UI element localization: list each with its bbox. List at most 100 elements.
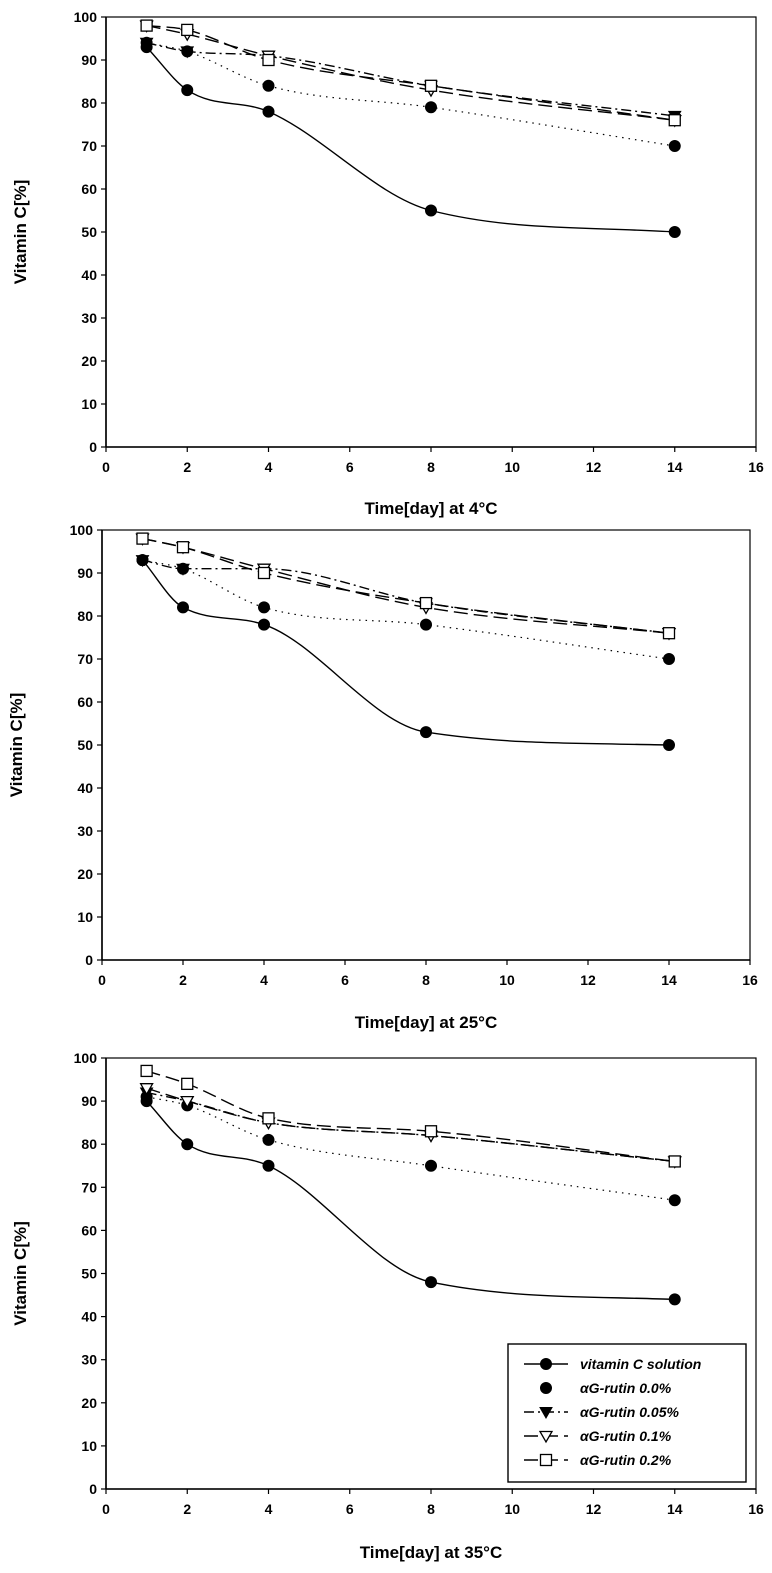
- series-5: [136, 532, 676, 640]
- data-point: [180, 46, 195, 59]
- y-tick-label: 10: [81, 1438, 97, 1454]
- x-axis-label: Time[day] at 25°C: [355, 1013, 498, 1032]
- y-tick-label: 30: [81, 1352, 97, 1368]
- x-axis-label: Time[day] at 35°C: [360, 1543, 503, 1562]
- y-tick-label: 100: [74, 9, 98, 25]
- series-line: [146, 1087, 675, 1163]
- y-axis-label: Vitamin C[%]: [11, 180, 30, 285]
- series-1: [136, 554, 675, 751]
- legend: vitamin C solution αG-rutin 0.0% αG-rutin …: [507, 1343, 747, 1483]
- legend-marker: [539, 1407, 553, 1420]
- y-axis-label: Vitamin C[%]: [7, 693, 26, 798]
- x-tick-label: 0: [102, 1501, 110, 1517]
- data-point: [262, 1159, 275, 1172]
- x-tick-label: 8: [427, 459, 435, 475]
- y-tick-label: 50: [77, 737, 93, 753]
- data-point: [176, 563, 190, 576]
- data-point: [181, 84, 194, 97]
- legend-item-2: αG-rutin 0.0%: [540, 1380, 672, 1396]
- data-point: [139, 37, 154, 50]
- x-tick-label: 16: [748, 1501, 764, 1517]
- x-tick-label: 6: [341, 972, 349, 988]
- data-point: [181, 1077, 194, 1091]
- x-tick-label: 16: [742, 972, 758, 988]
- legend-item-5: αG-rutin 0.2%: [524, 1452, 672, 1468]
- y-tick-label: 60: [81, 1222, 97, 1238]
- y-tick-label: 20: [81, 353, 97, 369]
- y-tick-label: 50: [81, 224, 97, 240]
- series-line: [141, 559, 670, 746]
- y-tick-label: 40: [81, 1309, 97, 1325]
- data-point: [140, 1064, 153, 1078]
- x-tick-label: 16: [748, 459, 764, 475]
- legend-item-1: vitamin C solution: [524, 1356, 701, 1372]
- data-point: [424, 79, 438, 92]
- data-point: [668, 226, 681, 238]
- y-tick-label: 60: [81, 181, 97, 197]
- series-2: [140, 36, 681, 152]
- series-line: [146, 1100, 675, 1301]
- series-line: [146, 46, 675, 233]
- data-point: [425, 1276, 437, 1289]
- legend-marker: [540, 1358, 552, 1370]
- y-tick-label: 20: [77, 866, 93, 882]
- data-point: [663, 653, 675, 665]
- legend-marker: [538, 1430, 554, 1444]
- x-tick-label: 12: [580, 972, 596, 988]
- y-tick-label: 0: [89, 1481, 97, 1497]
- data-point: [176, 541, 190, 554]
- chart-panel-2: 0 10 20 30 40 50 60 70 80 90 100 0 2 4 6 8 10 12 14 16 Time[…: [7, 522, 758, 1032]
- y-tick-label: 50: [81, 1266, 97, 1282]
- x-tick-label: 0: [98, 972, 106, 988]
- y-tick-label: 0: [85, 952, 93, 968]
- x-tick-label: 10: [504, 459, 520, 475]
- x-tick-label: 4: [265, 459, 273, 475]
- legend-label: αG-rutin 0.0%: [580, 1380, 672, 1396]
- data-point: [424, 1125, 438, 1138]
- data-point: [258, 618, 270, 631]
- data-point: [135, 555, 150, 568]
- y-tick-label: 40: [81, 267, 97, 283]
- y-tick-label: 30: [77, 823, 93, 839]
- data-point: [262, 53, 275, 67]
- y-tick-label: 0: [89, 439, 97, 455]
- data-point: [181, 1138, 194, 1151]
- data-point: [425, 204, 437, 217]
- y-tick-label: 90: [77, 565, 93, 581]
- data-point: [262, 1112, 275, 1125]
- data-point: [668, 1293, 681, 1306]
- data-point: [668, 114, 681, 127]
- x-tick-label: 0: [102, 459, 110, 475]
- data-point: [136, 532, 149, 545]
- series-4: [139, 1083, 682, 1169]
- data-point: [668, 140, 681, 152]
- x-tick-label: 12: [586, 459, 602, 475]
- y-tick-label: 100: [70, 522, 94, 538]
- x-tick-label: 8: [427, 1501, 435, 1517]
- x-tick-label: 14: [661, 972, 677, 988]
- y-tick-label: 100: [74, 1050, 98, 1066]
- y-tick-label: 10: [81, 396, 97, 412]
- series-line: [142, 559, 670, 660]
- data-point: [180, 1095, 195, 1109]
- legend-item-4: αG-rutin 0.1%: [524, 1428, 672, 1444]
- data-point: [663, 739, 675, 751]
- series-1: [140, 1095, 681, 1306]
- data-point: [668, 1194, 681, 1207]
- series-2: [140, 1090, 681, 1207]
- y-axis-label: Vitamin C[%]: [11, 1221, 30, 1326]
- x-tick-label: 6: [346, 1501, 354, 1517]
- x-tick-label: 2: [183, 1501, 191, 1517]
- series-5: [140, 19, 681, 127]
- data-point: [257, 566, 271, 580]
- y-tick-label: 30: [81, 310, 97, 326]
- y-tick-label: 60: [77, 694, 93, 710]
- y-tick-label: 90: [81, 52, 97, 68]
- chart-panel-3: 0 10 20 30 40 50 60 70 80 90 100 0 2 4 6 8 10 12 14 16 Time[…: [11, 1050, 764, 1562]
- y-tick-label: 70: [81, 138, 97, 154]
- y-tick-label: 70: [81, 1179, 97, 1195]
- data-point: [177, 601, 189, 614]
- data-point: [425, 1159, 437, 1172]
- x-axis-label: Time[day] at 4°C: [364, 499, 497, 518]
